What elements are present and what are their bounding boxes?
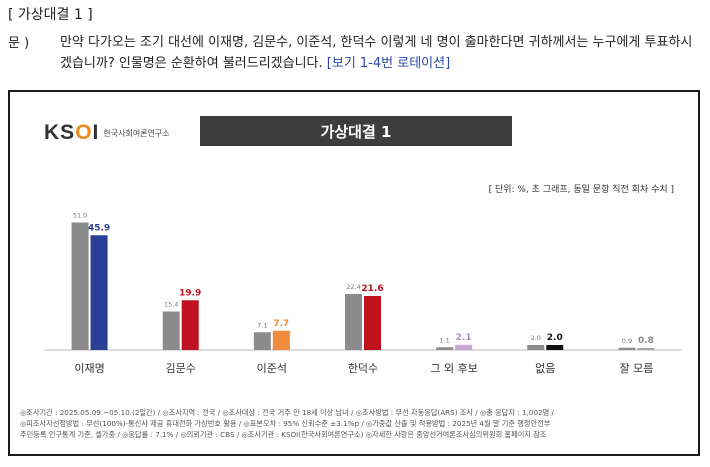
section-title: [ 가상대결 1 ] bbox=[8, 7, 93, 23]
category-label-3: 한덕수 bbox=[348, 362, 378, 375]
bar-current-1 bbox=[181, 300, 199, 350]
bar-current-0 bbox=[90, 235, 108, 350]
bar-current-6 bbox=[637, 348, 655, 350]
units-note: [ 단위: %, 초 그래프, 동일 문항 직전 회차 수치 ] bbox=[488, 185, 674, 195]
question-body: 만약 다가오는 조기 대선에 이재명, 김문수, 이준석, 한덕수 이렇게 네 … bbox=[60, 35, 693, 71]
category-label-1: 김문수 bbox=[166, 362, 196, 375]
bar-current-5 bbox=[546, 345, 564, 350]
category-label-2: 이준석 bbox=[257, 362, 287, 375]
bar-previous-2 bbox=[253, 332, 271, 350]
question-text: 만약 다가오는 조기 대선에 이재명, 김문수, 이준석, 한덕수 이렇게 네 … bbox=[60, 32, 700, 74]
bar-previous-0 bbox=[71, 222, 89, 350]
label-current-6: 0.8 bbox=[638, 336, 654, 346]
category-label-0: 이재명 bbox=[74, 362, 104, 375]
rotation-note: [보기 1-4번 로테이션] bbox=[326, 56, 451, 71]
label-previous-3: 22.4 bbox=[346, 283, 360, 291]
label-current-2: 7.7 bbox=[273, 319, 289, 329]
ksoi-logo: KSOI 한국사회여론연구소 bbox=[44, 121, 170, 144]
label-current-5: 2.0 bbox=[547, 333, 563, 343]
label-previous-2: 7.1 bbox=[257, 321, 267, 329]
bar-current-3 bbox=[364, 296, 381, 350]
logo-text: KSOI bbox=[44, 121, 100, 144]
chart-title: 가상대결 1 bbox=[200, 116, 512, 146]
label-current-1: 19.9 bbox=[179, 288, 201, 298]
category-label-6: 잘 모름 bbox=[619, 362, 653, 375]
label-previous-0: 51.0 bbox=[73, 212, 87, 220]
bar-chart: 51.045.9 이재명 15.419.9 김문수 7.1 7.7 이준석 22.4 21.6 한… bbox=[44, 212, 682, 375]
bar-previous-4 bbox=[436, 347, 454, 350]
logo-subtitle: 한국사회여론연구소 bbox=[103, 128, 170, 138]
bar-previous-3 bbox=[345, 294, 362, 350]
label-current-4: 2.1 bbox=[456, 333, 472, 343]
footer-line-1: ◎조사기간 : 2025.05.09.~05.10.(2일간) / ◎조사지역 … bbox=[20, 408, 554, 417]
bar-previous-5 bbox=[527, 345, 545, 350]
label-previous-6: 0.9 bbox=[622, 337, 632, 345]
label-previous-4: 1.1 bbox=[439, 336, 449, 344]
bar-previous-6 bbox=[618, 347, 636, 350]
label-current-0: 45.9 bbox=[88, 223, 110, 233]
footer-line-2: ◎피조사자선정방법 : 무선(100%)-통신사 제공 휴대전화 가상번호 활용… bbox=[20, 419, 551, 428]
bar-previous-1 bbox=[162, 311, 180, 350]
category-label-5: 없음 bbox=[535, 362, 555, 375]
bar-current-4 bbox=[455, 344, 473, 350]
label-current-3: 21.6 bbox=[361, 284, 383, 294]
category-label-4: 그 외 후보 bbox=[430, 362, 477, 375]
footer-line-3: 주민등록 인구통계 기준, 셀가중 / ◎응답률 : 7.1% / ◎의뢰기관 … bbox=[20, 430, 547, 439]
label-previous-1: 15.4 bbox=[164, 301, 178, 309]
label-previous-5: 2.0 bbox=[531, 334, 541, 342]
bar-current-2 bbox=[272, 330, 290, 350]
chart-card: KSOI 한국사회여론연구소 가상대결 1 [ 단위: %, 초 그래프, 동일… bbox=[8, 90, 700, 456]
survey-footer: ◎조사기간 : 2025.05.09.~05.10.(2일간) / ◎조사지역 … bbox=[20, 407, 692, 440]
question-label: 문 ) bbox=[8, 36, 30, 51]
